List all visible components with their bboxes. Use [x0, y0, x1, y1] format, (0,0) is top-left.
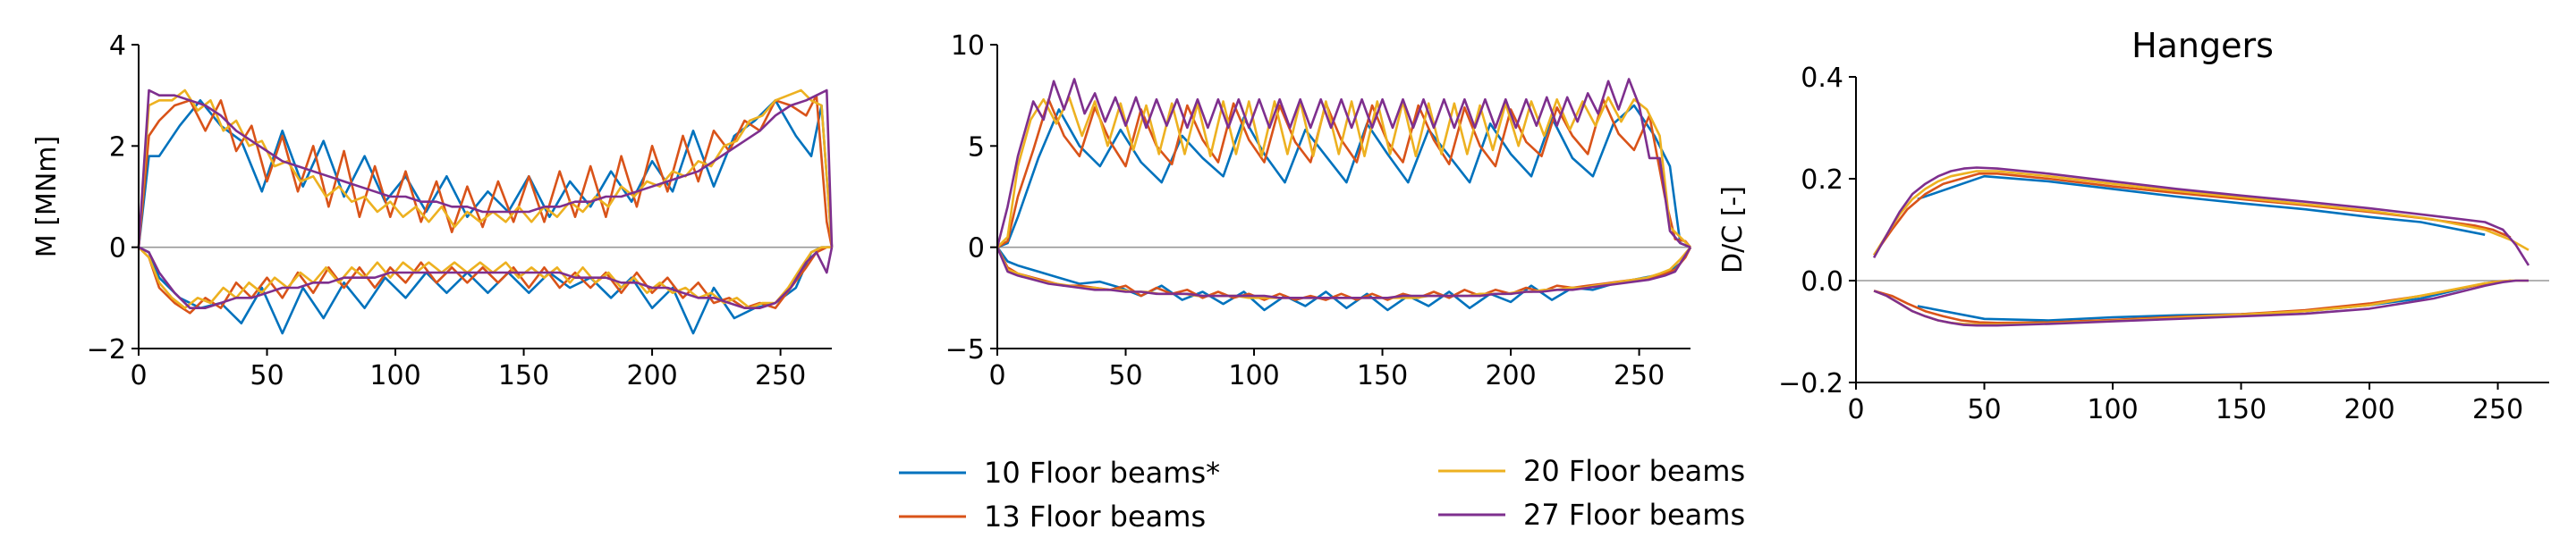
legend-label-1: 10 Floor beams* — [984, 456, 1220, 490]
series-line-20-floor-beams-upper — [137, 88, 834, 248]
legend-entry-4: 27 Floor beams — [1438, 498, 1745, 532]
y-tick-label: −5 — [945, 334, 985, 366]
x-tick-label: 250 — [755, 360, 806, 391]
y-tick-label: 5 — [968, 131, 985, 163]
y-tick-label: 0.0 — [1801, 266, 1843, 298]
legend-label-2: 13 Floor beams — [984, 500, 1206, 534]
x-tick-label: 50 — [1967, 394, 2001, 425]
y-tick-label: 0.2 — [1801, 164, 1843, 196]
x-tick-label: 100 — [369, 360, 420, 391]
x-tick-label: 200 — [2343, 394, 2394, 425]
x-tick-label: 0 — [1847, 394, 1864, 425]
legend: 10 Floor beams* 13 Floor beams 20 Floor … — [899, 454, 1745, 534]
series-line-13-floor-beams-upper — [996, 97, 1691, 248]
x-tick-label: 0 — [988, 360, 1005, 391]
y-axis-label: M [MNm] — [31, 136, 63, 257]
x-tick-label: 250 — [1614, 360, 1665, 391]
series-line-27-floor-beams-lower — [996, 247, 1692, 299]
series-line-20-floor-beams-upper — [1872, 170, 2529, 256]
legend-label-3: 20 Floor beams — [1523, 454, 1745, 488]
series-line-27-floor-beams-lower — [138, 246, 834, 310]
series-line-20-floor-beams-upper — [996, 96, 1691, 248]
series-line-27-floor-beams-upper — [1872, 166, 2530, 266]
y-tick-label: −2 — [87, 334, 126, 366]
y-tick-label: 4 — [109, 30, 126, 62]
legend-entry-3: 20 Floor beams — [1438, 454, 1745, 488]
x-tick-label: 150 — [498, 360, 549, 391]
x-tick-label: 100 — [1228, 360, 1279, 391]
chart-title: Hangers — [2131, 26, 2274, 65]
y-tick-label: 0 — [968, 233, 985, 265]
series-line-10-floor-beams-lower — [996, 246, 1692, 312]
series-line-13-floor-beams-upper — [137, 94, 834, 248]
x-tick-label: 0 — [130, 360, 147, 391]
y-tick-label: −0.2 — [1778, 368, 1843, 399]
y-tick-label: 2 — [109, 131, 126, 163]
y-tick-label: 0.4 — [1801, 63, 1843, 94]
series-line-27-floor-beams-upper — [137, 88, 834, 248]
x-tick-label: 100 — [2087, 394, 2138, 425]
x-tick-label: 150 — [2216, 394, 2267, 425]
series-line-10-floor-beams-upper — [996, 104, 1691, 248]
x-tick-label: 50 — [1108, 360, 1142, 391]
series-line-10-floor-beams-lower — [138, 246, 832, 335]
chart-panel-3: 0 50 100 150 200 250 −0.2 0.0 0.2 0.4 D/C [-] Hange… — [1717, 26, 2549, 425]
x-tick-label: 150 — [1357, 360, 1408, 391]
y-tick-label: 10 — [951, 30, 985, 62]
x-tick-label: 50 — [250, 360, 284, 391]
y-axis-label: D/C [-] — [1717, 186, 1749, 273]
y-tick-label: 0 — [109, 233, 126, 265]
x-tick-label: 250 — [2472, 394, 2523, 425]
legend-label-4: 27 Floor beams — [1523, 498, 1745, 532]
x-tick-label: 200 — [1485, 360, 1536, 391]
series-line-27-floor-beams-lower — [1873, 279, 2529, 327]
legend-entry-2: 13 Floor beams — [899, 500, 1206, 534]
series-line-13-floor-beams-lower — [996, 247, 1692, 301]
series-line-27-floor-beams-upper — [996, 78, 1691, 248]
series-line-10-floor-beams-upper — [1917, 174, 2486, 236]
legend-entry-1: 10 Floor beams* — [899, 456, 1220, 490]
x-tick-label: 200 — [626, 360, 677, 391]
series-line-10-floor-beams-upper — [137, 99, 834, 248]
